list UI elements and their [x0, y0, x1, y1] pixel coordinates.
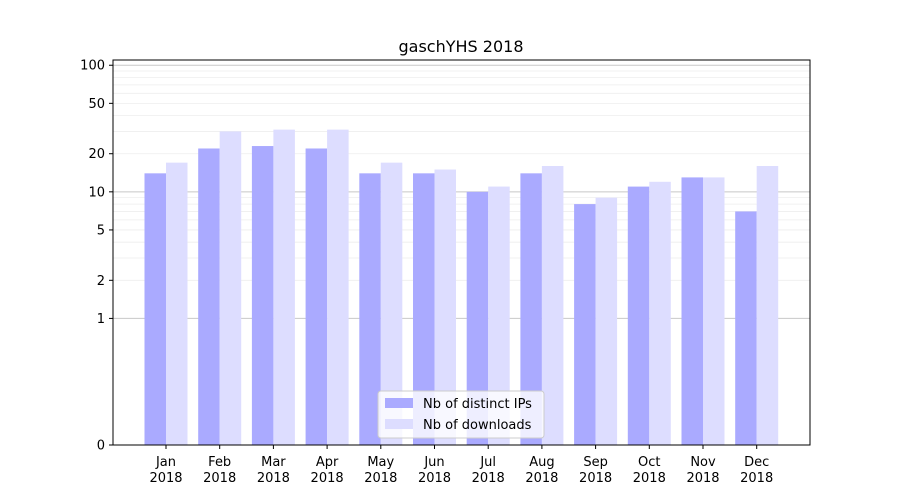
bar-distinct-ips	[413, 173, 435, 445]
x-tick-label: Nov 2018	[686, 455, 719, 486]
y-tick-label: 10	[88, 185, 105, 200]
y-axis: 0 1 2 5 10 20 50 100	[80, 59, 113, 454]
bar-distinct-ips	[574, 204, 596, 445]
y-tick-label: 50	[88, 97, 105, 112]
bar-distinct-ips	[359, 173, 381, 445]
x-tick-label: Oct 2018	[633, 455, 666, 486]
legend-label: Nb of distinct IPs	[423, 397, 532, 412]
bar-downloads	[595, 197, 618, 445]
bar-distinct-ips	[466, 191, 489, 445]
bar-downloads	[166, 162, 188, 445]
x-axis: Jan 2018 Feb 2018 Mar 2018 Apr 2018 May 2018 Jun 20…	[149, 445, 773, 486]
x-tick-label: Feb 2018	[203, 455, 236, 486]
y-tick-label: 2	[97, 274, 105, 289]
x-tick-label: Jul 2018	[472, 455, 505, 486]
x-tick-label: Jun 2018	[418, 455, 451, 486]
legend-box	[377, 390, 545, 439]
bar-distinct-ips	[144, 173, 166, 445]
bar-distinct-ips	[735, 211, 757, 445]
bar-downloads	[649, 181, 671, 445]
bar-distinct-ips	[305, 148, 328, 445]
bar-distinct-ips	[627, 186, 650, 446]
chart-title: gaschYHS 2018	[399, 37, 524, 56]
x-tick-label: Jan 2018	[149, 455, 182, 486]
bars	[144, 129, 779, 446]
bar-downloads	[380, 162, 403, 445]
legend-swatch	[385, 398, 413, 408]
bar-distinct-ips	[520, 173, 542, 445]
legend: Nb of distinct IPs Nb of downloads	[377, 390, 545, 439]
bar-downloads	[327, 129, 349, 445]
bar-downloads	[541, 165, 564, 446]
legend-swatch	[385, 419, 413, 429]
x-tick-label: Dec 2018	[740, 455, 773, 486]
y-tick-label: 1	[97, 312, 105, 327]
bar-distinct-ips	[681, 177, 703, 446]
y-tick-label: 20	[88, 147, 105, 162]
bar-downloads	[219, 131, 242, 445]
x-tick-label: May 2018	[364, 455, 397, 486]
bar-downloads	[488, 186, 510, 446]
x-tick-label: Apr 2018	[311, 455, 344, 486]
bar-downloads	[273, 129, 295, 445]
y-tick-label: 5	[97, 223, 105, 238]
x-tick-label: Mar 2018	[257, 455, 290, 486]
x-tick-label: Aug 2018	[525, 455, 558, 486]
legend-label: Nb of downloads	[423, 418, 532, 433]
bar-distinct-ips	[198, 148, 220, 445]
bar-downloads	[703, 177, 725, 446]
bar-downloads	[756, 165, 779, 446]
x-tick-label: Sep 2018	[579, 455, 612, 486]
bar-downloads	[434, 169, 456, 445]
y-tick-label: 0	[97, 439, 105, 454]
plot-frame	[112, 59, 811, 446]
y-tick-label: 100	[80, 59, 105, 74]
bar-distinct-ips	[251, 146, 274, 445]
